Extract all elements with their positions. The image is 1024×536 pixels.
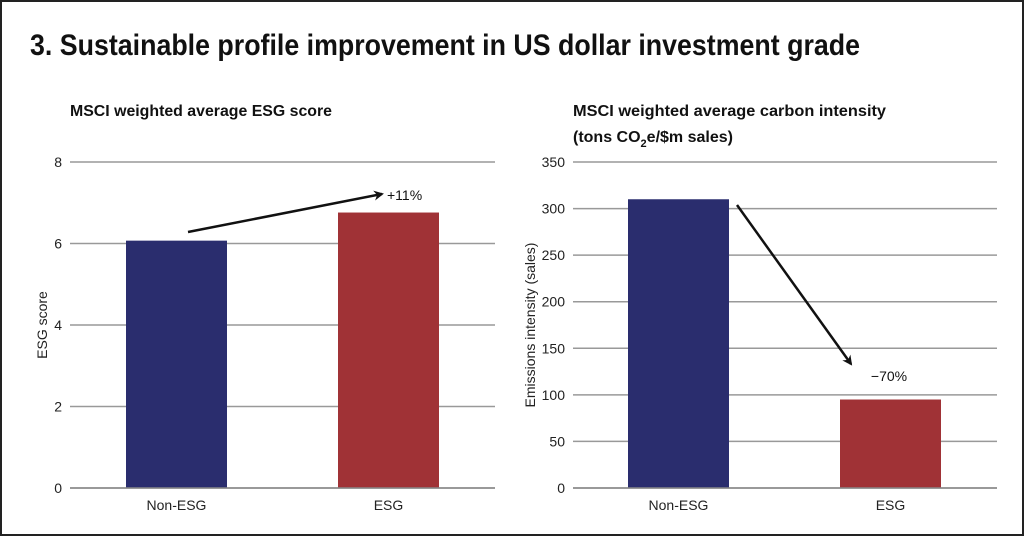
x-tick-label: ESG [374, 497, 404, 513]
increase-arrow [187, 190, 384, 234]
y-tick-label: 350 [542, 154, 566, 170]
x-tick-label: Non-ESG [649, 497, 709, 513]
y-tick-label: 150 [542, 340, 566, 356]
right-y-axis-label: Emissions intensity (sales) [522, 243, 538, 408]
left-chart: 0 2 4 6 8 Non-ESG ESG +11% [54, 154, 495, 513]
right-chart-title-line1: MSCI weighted average carbon intensity [573, 103, 886, 120]
y-tick-label: 300 [542, 201, 566, 217]
left-y-axis-label: ESG score [34, 291, 50, 359]
x-tick-label: Non-ESG [147, 497, 207, 513]
bar-esg [338, 212, 439, 488]
y-tick-label: 2 [54, 399, 62, 415]
y-tick-label: 200 [542, 294, 566, 310]
y-tick-label: 6 [54, 236, 62, 252]
y-tick-label: 0 [557, 480, 565, 496]
bar-esg [840, 399, 941, 488]
title-part: e/$m sales) [647, 129, 733, 146]
y-tick-label: 4 [54, 317, 62, 333]
figure-title: 3. Sustainable profile improvement in US… [30, 29, 860, 62]
right-chart-title-line2: (tons CO2e/$m sales) [573, 129, 733, 150]
y-tick-label: 0 [54, 480, 62, 496]
title-part: (tons CO [573, 129, 641, 146]
decrease-arrow [735, 204, 853, 366]
y-tick-label: 100 [542, 387, 566, 403]
left-chart-title: MSCI weighted average ESG score [70, 103, 332, 120]
y-tick-label: 250 [542, 247, 566, 263]
bar-non-esg [628, 199, 729, 488]
bar-non-esg [126, 240, 227, 488]
change-annotation: −70% [871, 368, 907, 384]
right-chart: 0 50 100 150 200 250 300 350 Non-ESG ESG −70% [542, 154, 997, 513]
x-tick-label: ESG [876, 497, 906, 513]
title-subscript: 2 [641, 138, 647, 150]
change-annotation: +11% [387, 187, 422, 203]
y-tick-label: 8 [54, 154, 62, 170]
y-tick-label: 50 [549, 433, 565, 449]
